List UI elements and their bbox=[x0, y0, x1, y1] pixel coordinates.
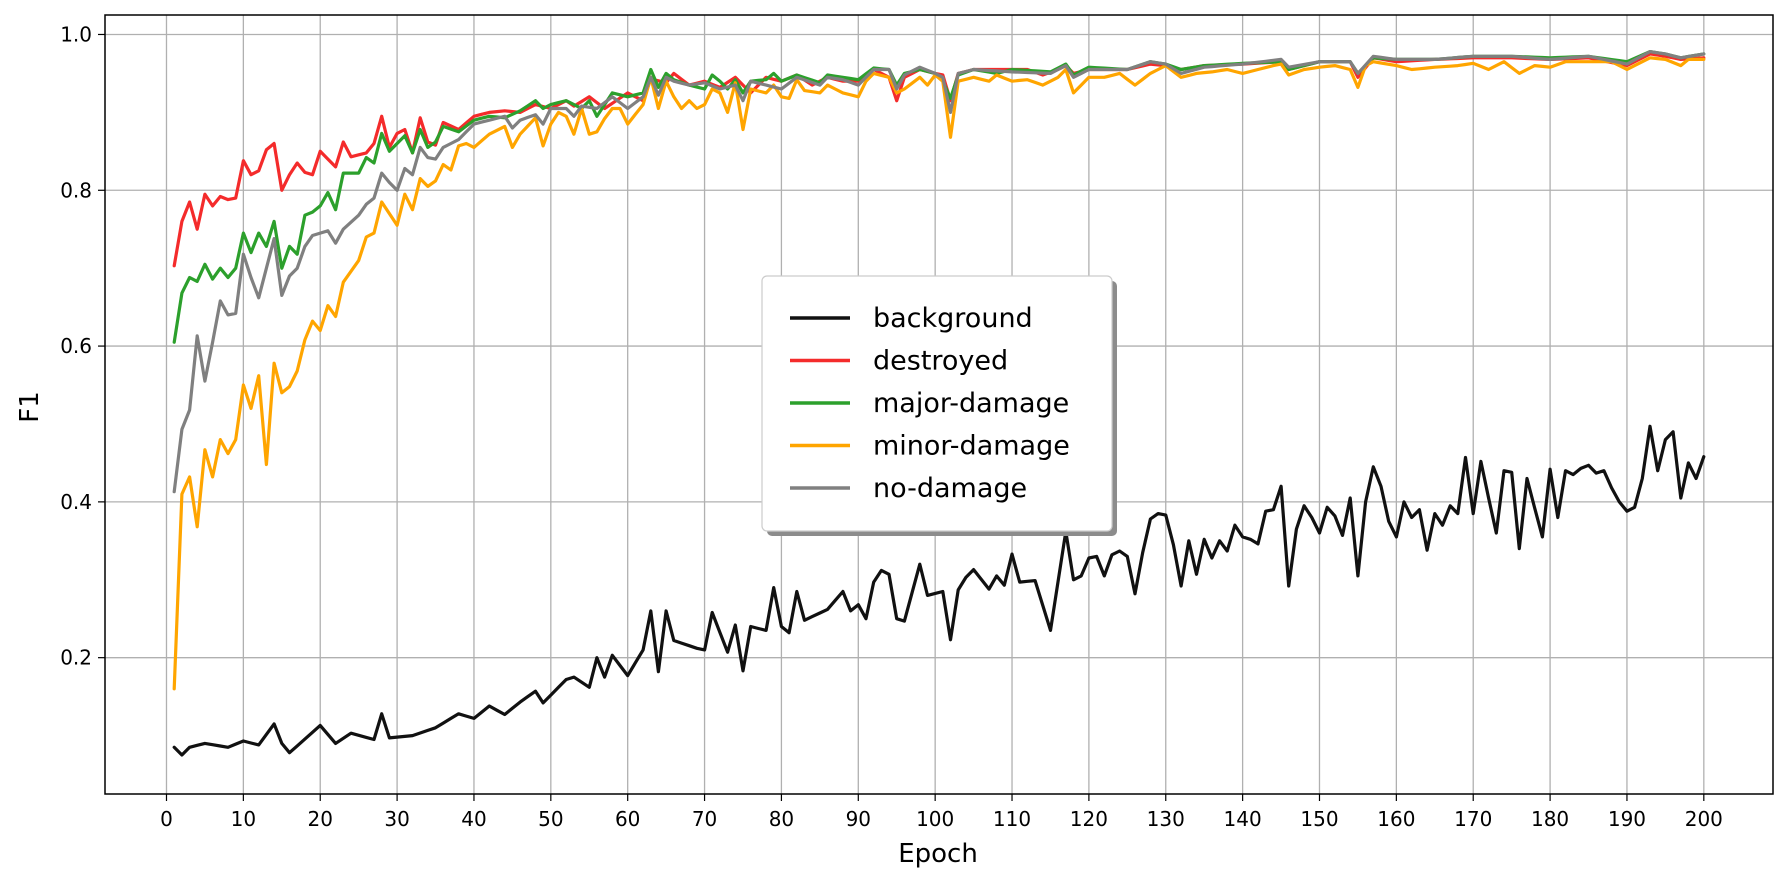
series-line-background bbox=[172, 424, 1706, 757]
x-tick-label: 140 bbox=[1224, 807, 1262, 831]
y-tick-label: 0.8 bbox=[60, 178, 92, 202]
x-tick-label: 50 bbox=[538, 807, 563, 831]
legend-label-major-damage: major-damage bbox=[873, 388, 1069, 419]
legend-box bbox=[761, 275, 1113, 532]
x-tick-label: 70 bbox=[692, 807, 717, 831]
series-line-destroyed bbox=[172, 52, 1706, 268]
x-tick-label: 190 bbox=[1608, 807, 1646, 831]
x-tick-label: 130 bbox=[1147, 807, 1185, 831]
series-line-minor-damage bbox=[172, 56, 1706, 691]
x-tick-label: 170 bbox=[1454, 807, 1492, 831]
x-tick-label: 60 bbox=[615, 807, 640, 831]
legend-label-minor-damage: minor-damage bbox=[873, 431, 1070, 462]
legend: background destroyed major-damage minor-dam… bbox=[761, 275, 1117, 536]
y-tick-label: 1.0 bbox=[60, 22, 92, 46]
x-tick-label: 180 bbox=[1531, 807, 1569, 831]
series-line-no-damage bbox=[172, 50, 1706, 494]
x-tick-label: 160 bbox=[1377, 807, 1415, 831]
x-tick-label: 0 bbox=[160, 807, 173, 831]
x-tick-label: 110 bbox=[993, 807, 1031, 831]
x-tick-label: 120 bbox=[1070, 807, 1108, 831]
y-tick-label: 0.6 bbox=[60, 334, 92, 358]
x-axis-label: Epoch bbox=[898, 839, 978, 869]
x-tick-label: 150 bbox=[1300, 807, 1338, 831]
y-axis-label: F1 bbox=[15, 391, 45, 423]
x-tick-label: 90 bbox=[846, 807, 871, 831]
y-tick-label: 0.4 bbox=[60, 490, 92, 514]
axes: 0 10 20 30 40 50 60 70 80 90 100 110 120 130 140 150 160… bbox=[60, 22, 1723, 831]
x-tick-label: 80 bbox=[769, 807, 794, 831]
legend-label-destroyed: destroyed bbox=[873, 346, 1008, 377]
x-tick-label: 200 bbox=[1685, 807, 1723, 831]
y-tick-label: 0.2 bbox=[60, 646, 92, 670]
x-tick-label: 100 bbox=[916, 807, 954, 831]
x-tick-label: 20 bbox=[307, 807, 332, 831]
x-tick-label: 30 bbox=[384, 807, 409, 831]
x-tick-label: 10 bbox=[231, 807, 256, 831]
plot-frame bbox=[104, 14, 1774, 795]
x-tick-label: 40 bbox=[461, 807, 486, 831]
legend-label-no-damage: no-damage bbox=[873, 473, 1027, 504]
series-lines bbox=[172, 50, 1706, 757]
legend-label-background: background bbox=[873, 303, 1033, 334]
